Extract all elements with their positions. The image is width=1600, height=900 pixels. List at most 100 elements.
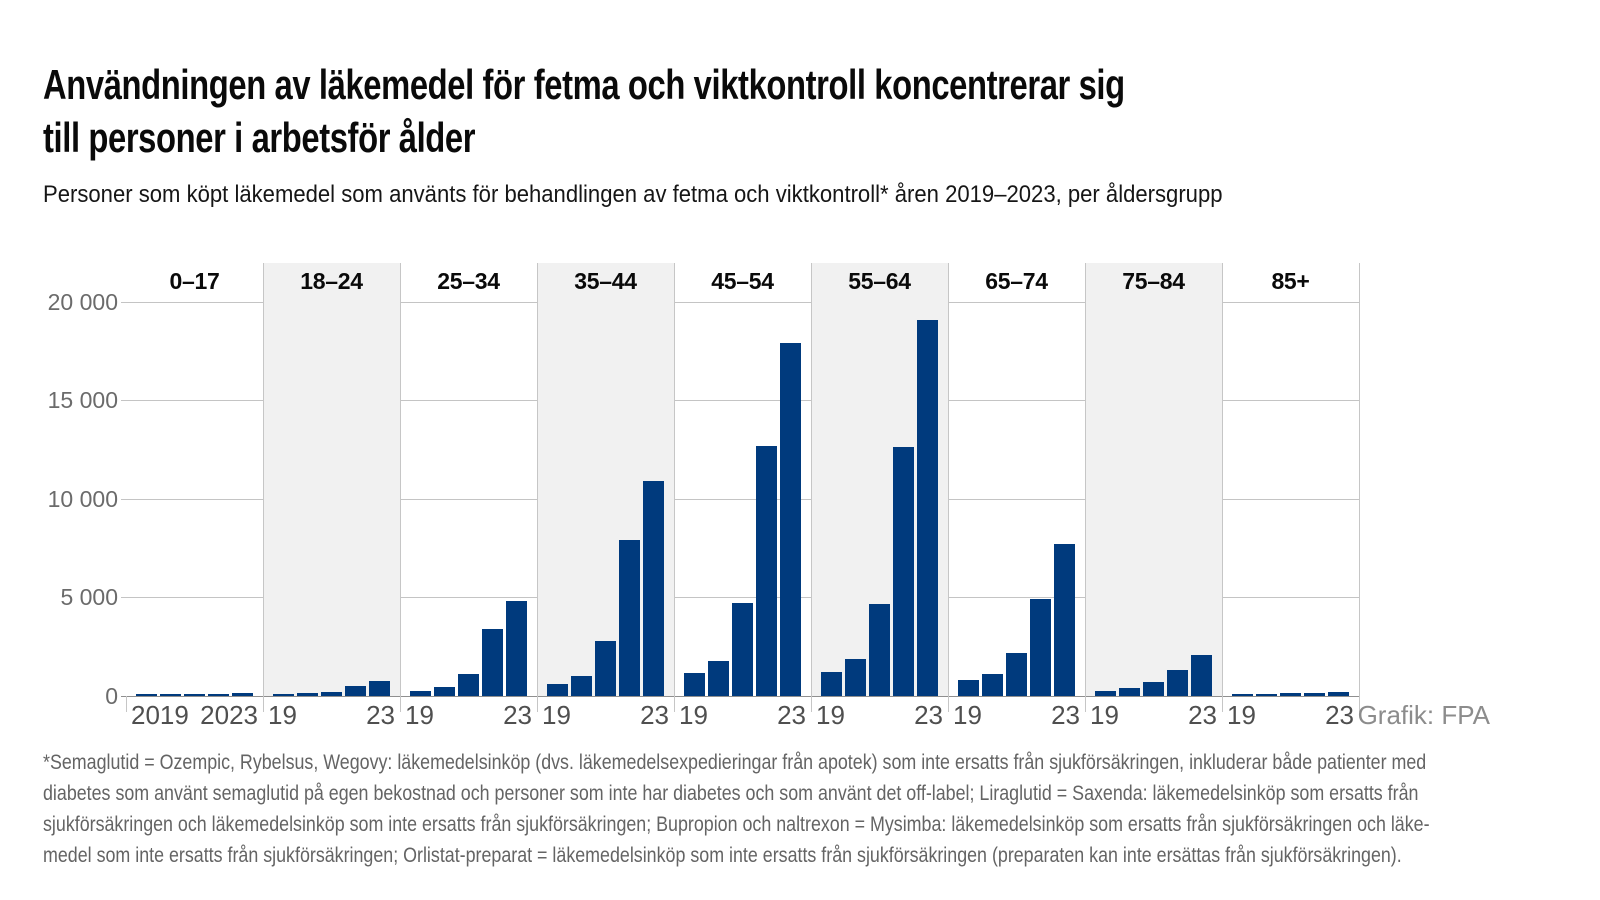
age-band-35–44: 35–44 [537, 263, 674, 696]
y-tick-label: 5 000 [60, 584, 118, 610]
x-tick-labels: 19 23 [400, 700, 537, 731]
y-tick-label: 0 [105, 683, 118, 709]
band-separator [400, 263, 401, 712]
age-group-label: 55–64 [848, 268, 911, 294]
gridline [121, 597, 1359, 598]
bar-group [674, 343, 811, 696]
age-band-45–54: 45–54 [674, 263, 811, 696]
age-band-0–17: 0–17 [126, 263, 263, 696]
bar-65–74-2022 [1030, 599, 1051, 696]
bar-chart: 20 000 15 000 10 000 5 000 0 0–17 2019 2023 18–… [0, 263, 1600, 743]
bar-85+-2020 [1256, 694, 1277, 696]
bar-group [126, 693, 263, 696]
band-separator [1359, 263, 1360, 712]
band-separator [1222, 263, 1223, 712]
bar-18–24-2020 [297, 693, 318, 696]
x-tick-label: 19 [953, 700, 982, 730]
x-tick-labels: 19 23 [811, 700, 948, 731]
x-tick-labels: 19 23 [1222, 700, 1359, 731]
bar-75–84-2021 [1143, 682, 1164, 696]
age-group-label: 65–74 [985, 268, 1048, 294]
bar-35–44-2021 [595, 641, 616, 696]
x-tick-label: 19 [268, 700, 297, 730]
bar-25–34-2019 [410, 691, 431, 696]
bar-75–84-2020 [1119, 688, 1140, 696]
band-separator [674, 263, 675, 712]
y-tick-label: 20 000 [47, 289, 118, 315]
bar-group [811, 320, 948, 696]
age-group-label: 25–34 [437, 268, 500, 294]
x-tick-labels: 2019 2023 [126, 700, 263, 731]
footnote-line: diabetes som använt semaglutid på egen b… [43, 782, 1419, 805]
age-group-label: 75–84 [1122, 268, 1185, 294]
age-band-85+: 85+ [1222, 263, 1359, 696]
bar-65–74-2020 [982, 674, 1003, 696]
age-band-55–64: 55–64 [811, 263, 948, 696]
footnote-line: *Semaglutid = Ozempic, Rybelsus, Wegovy:… [43, 751, 1427, 774]
bar-0–17-2022 [208, 694, 229, 696]
bar-45–54-2019 [684, 673, 705, 696]
x-tick-label: 2019 [131, 700, 189, 730]
x-tick-label: 23 [1051, 700, 1080, 730]
bar-65–74-2019 [958, 680, 979, 696]
bar-85+-2019 [1232, 694, 1253, 696]
age-group-label: 18–24 [300, 268, 363, 294]
x-tick-label: 23 [366, 700, 395, 730]
bar-35–44-2019 [547, 684, 568, 696]
x-tick-label: 19 [816, 700, 845, 730]
plot-area: 0–17 2019 2023 18–24 19 23 25–34 19 23 35–44 19 23 4… [121, 263, 1360, 730]
bar-0–17-2023 [232, 693, 253, 696]
band-separator [263, 263, 264, 712]
x-tick-label: 2023 [200, 700, 258, 730]
bar-25–34-2023 [506, 601, 527, 696]
x-tick-labels: 19 23 [1085, 700, 1222, 731]
x-tick-label: 23 [777, 700, 806, 730]
bar-35–44-2020 [571, 676, 592, 696]
bar-18–24-2019 [273, 694, 294, 696]
bar-75–84-2023 [1191, 655, 1212, 696]
bar-85+-2023 [1328, 692, 1349, 696]
bar-group [1085, 655, 1222, 696]
bar-55–64-2020 [845, 659, 866, 696]
band-separator [1085, 263, 1086, 712]
x-tick-labels: 19 23 [263, 700, 400, 731]
x-tick-label: 23 [1325, 700, 1354, 730]
x-tick-labels: 19 23 [537, 700, 674, 731]
band-separator [811, 263, 812, 712]
bar-18–24-2021 [321, 692, 342, 696]
gridline [121, 302, 1359, 303]
bar-55–64-2019 [821, 672, 842, 696]
x-tick-labels: 19 23 [674, 700, 811, 731]
bar-group [400, 601, 537, 696]
band-separator [126, 696, 127, 712]
bar-55–64-2021 [869, 604, 890, 696]
x-tick-label: 19 [1227, 700, 1256, 730]
credit-label: Grafik: FPA [1357, 700, 1490, 730]
bar-35–44-2023 [643, 481, 664, 696]
x-tick-label: 19 [405, 700, 434, 730]
bar-65–74-2023 [1054, 544, 1075, 696]
bar-18–24-2022 [345, 686, 366, 696]
y-axis: 20 000 15 000 10 000 5 000 0 [0, 263, 118, 709]
title-line-2: till personer i arbetsför ålder [43, 114, 476, 161]
x-tick-labels: 19 23 [948, 700, 1085, 731]
age-group-label: 45–54 [711, 268, 774, 294]
bar-group [537, 481, 674, 696]
band-separator [948, 263, 949, 712]
age-group-label: 0–17 [169, 268, 220, 294]
age-group-label: 35–44 [574, 268, 637, 294]
bar-18–24-2023 [369, 681, 390, 696]
bar-0–17-2020 [160, 694, 181, 696]
chart-subtitle: Personer som köpt läkemedel som använts … [43, 181, 1223, 208]
x-tick-label: 23 [914, 700, 943, 730]
bar-45–54-2021 [732, 603, 753, 696]
bar-group [263, 681, 400, 696]
bar-25–34-2020 [434, 687, 455, 696]
bar-0–17-2021 [184, 694, 205, 696]
bar-75–84-2019 [1095, 691, 1116, 696]
title-line-1: Användningen av läkemedel för fetma och … [43, 61, 1125, 108]
bar-65–74-2021 [1006, 653, 1027, 696]
footnote: *Semaglutid = Ozempic, Rybelsus, Wegovy:… [43, 747, 1430, 871]
x-tick-label: 23 [640, 700, 669, 730]
bar-group [1222, 692, 1359, 696]
